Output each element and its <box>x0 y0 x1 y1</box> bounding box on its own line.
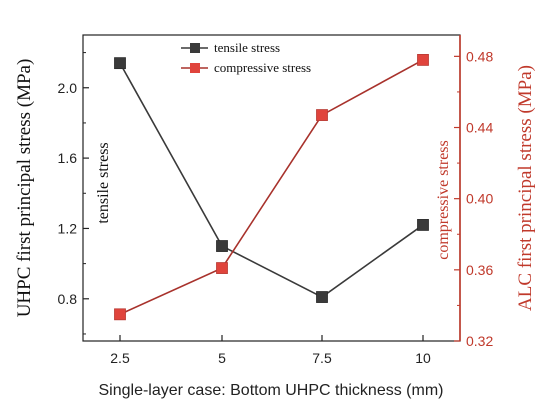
y-right-tick-label: 0.36 <box>466 262 493 278</box>
data-point-tensile <box>316 291 328 303</box>
y-right-tick-label: 0.32 <box>466 333 493 349</box>
annotation-tensile: tensile stress <box>95 142 112 223</box>
x-tick-label: 7.5 <box>312 350 332 366</box>
plot-area-frame <box>82 34 461 342</box>
data-point-compressive <box>216 262 228 274</box>
annotation-compressive: compressive stress <box>435 140 452 260</box>
y-left-tick-label: 1.2 <box>58 220 78 236</box>
legend: tensile stress compressive stress <box>181 40 311 75</box>
y-right-axis-title: ALC first principal stress (MPa) <box>515 65 536 311</box>
y-left-axis-title: UHPC first principal stress (MPa) <box>14 59 35 318</box>
legend-label-tensile: tensile stress <box>214 40 280 55</box>
series-line-compressive <box>119 59 424 316</box>
y-left-axis-ticks: 0.8 1.2 1.6 2.0 <box>58 52 89 335</box>
y-left-tick-label: 0.8 <box>58 291 78 307</box>
data-point-compressive <box>417 54 429 66</box>
data-point-compressive <box>114 308 126 321</box>
x-axis-ticks: 2.5 5 7.5 10 <box>110 335 431 366</box>
legend-label-compressive: compressive stress <box>214 60 311 75</box>
y-right-tick-label: 0.48 <box>466 48 493 64</box>
y-right-tick-label: 0.40 <box>466 191 493 207</box>
y-right-tick-label: 0.44 <box>466 120 493 136</box>
data-point-tensile <box>216 240 228 252</box>
x-tick-label: 2.5 <box>110 350 130 366</box>
x-tick-label: 10 <box>415 350 431 366</box>
y-left-tick-label: 2.0 <box>58 80 78 96</box>
x-axis-title: Single-layer case: Bottom UHPC thickness… <box>99 382 444 399</box>
data-point-compressive <box>316 109 328 121</box>
series-line-tensile <box>119 62 424 298</box>
legend-swatch-marker-compressive <box>190 63 200 73</box>
x-tick-label: 5 <box>218 350 226 366</box>
series-layer <box>114 54 429 321</box>
data-point-tensile <box>114 57 126 70</box>
y-left-tick-label: 1.6 <box>58 150 78 166</box>
legend-swatch-marker-tensile <box>190 43 200 53</box>
data-point-tensile <box>417 219 429 231</box>
y-right-axis-ticks: 0.32 0.36 0.40 0.44 0.48 <box>454 48 493 349</box>
